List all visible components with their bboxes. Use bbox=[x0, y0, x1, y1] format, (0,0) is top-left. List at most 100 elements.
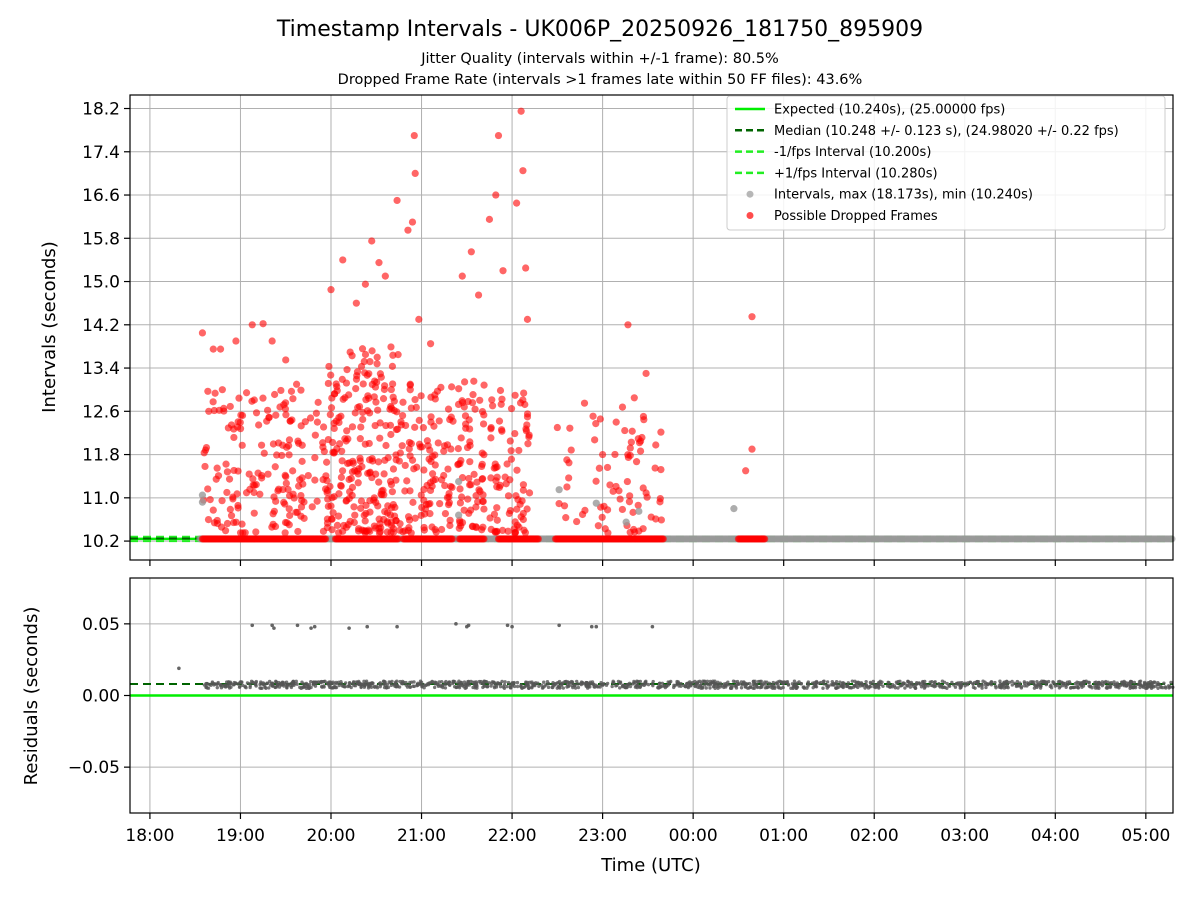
residual-point bbox=[275, 683, 279, 688]
dropped-frame-point bbox=[466, 458, 474, 466]
dropped-frame-point bbox=[493, 483, 501, 491]
dropped-frame-point bbox=[313, 418, 322, 426]
dropped-frame-point bbox=[363, 407, 372, 415]
dropped-frame-point bbox=[328, 494, 336, 502]
residual-point bbox=[954, 681, 959, 686]
dropped-frame-point bbox=[350, 503, 358, 511]
residual-point bbox=[559, 682, 564, 686]
residual-point bbox=[479, 679, 483, 684]
dropped-frame-point bbox=[447, 445, 455, 453]
intervals-y-axis-label: Intervals (seconds) bbox=[39, 241, 60, 413]
dropped-frame-point bbox=[335, 490, 343, 498]
residual-point bbox=[767, 681, 772, 686]
residual-point bbox=[689, 683, 693, 687]
dropped-frame-point bbox=[562, 514, 570, 522]
dropped-frame-point bbox=[346, 348, 354, 356]
dropped-frame-point bbox=[362, 501, 370, 509]
residual-point bbox=[576, 682, 580, 686]
residual-point bbox=[932, 684, 937, 689]
dropped-frame-point bbox=[258, 471, 266, 480]
dropped-frame-point bbox=[394, 351, 402, 359]
dropped-frame-point bbox=[293, 508, 301, 516]
dropped-frame-point bbox=[306, 414, 315, 422]
residual-point bbox=[302, 685, 307, 689]
dropped-frame-point bbox=[389, 380, 397, 388]
residual-point bbox=[704, 686, 708, 690]
residual-point bbox=[279, 682, 283, 686]
residual-point bbox=[263, 685, 267, 690]
residual-point bbox=[394, 684, 398, 689]
intervals-points bbox=[196, 107, 1176, 543]
dropped-frame-point bbox=[458, 272, 466, 280]
dropped-frame-point bbox=[239, 529, 247, 537]
intervals-y-tick-label: 11.0 bbox=[82, 489, 120, 509]
dropped-frame-point bbox=[606, 481, 614, 489]
residual-point bbox=[1041, 679, 1046, 684]
dropped-frame-point bbox=[360, 527, 368, 535]
dropped-frame-point bbox=[269, 520, 277, 528]
residual-point bbox=[841, 682, 846, 687]
dropped-frame-point bbox=[334, 512, 343, 520]
dropped-frame-point bbox=[498, 395, 506, 403]
dropped-frame-point bbox=[748, 445, 756, 453]
dropped-frame-point bbox=[250, 509, 258, 517]
dropped-frame-point bbox=[417, 392, 425, 400]
residual-point bbox=[1169, 680, 1173, 685]
dropped-frame-point bbox=[347, 474, 355, 483]
residual-outlier-point bbox=[365, 624, 370, 629]
legend-label: Possible Dropped Frames bbox=[774, 209, 938, 224]
dropped-frame-point bbox=[427, 418, 435, 426]
residual-point bbox=[742, 682, 746, 686]
dropped-frame-point bbox=[441, 481, 449, 490]
residual-point bbox=[747, 686, 751, 690]
residual-point bbox=[938, 685, 942, 689]
residual-point bbox=[834, 679, 839, 684]
residual-point bbox=[907, 682, 912, 686]
dropped-frame-point bbox=[519, 486, 527, 494]
dropped-frame-point bbox=[372, 498, 380, 507]
residual-point bbox=[408, 685, 412, 689]
residual-point bbox=[638, 684, 643, 689]
residual-point bbox=[505, 684, 509, 689]
dropped-frame-point bbox=[346, 517, 354, 525]
dropped-frame-point bbox=[365, 456, 374, 464]
dropped-frame-point bbox=[263, 417, 271, 425]
residual-point bbox=[694, 681, 698, 686]
dropped-frame-point bbox=[460, 403, 468, 411]
residual-point bbox=[329, 686, 333, 690]
residual-point bbox=[447, 680, 451, 684]
residual-point bbox=[864, 679, 868, 684]
dropped-frame-point bbox=[209, 398, 217, 406]
dropped-frame-point bbox=[344, 435, 352, 443]
residual-point bbox=[544, 683, 548, 687]
intervals-plot-frame bbox=[129, 94, 1174, 561]
residual-point bbox=[498, 684, 503, 689]
residual-point bbox=[542, 680, 546, 684]
x-tick-label: 04:00 bbox=[1031, 826, 1080, 846]
dropped-frame-point bbox=[657, 516, 665, 524]
residual-point bbox=[515, 680, 520, 685]
residuals-panel: −0.05 0.00 0.05 18:00 19:00 20:00 21:00 22:00 2… bbox=[21, 577, 1175, 876]
dropped-frame-point bbox=[438, 476, 446, 484]
residual-point bbox=[1150, 682, 1154, 687]
residual-point bbox=[676, 681, 681, 686]
residual-point bbox=[765, 685, 770, 689]
residual-point bbox=[355, 680, 360, 685]
dropped-frame-point bbox=[387, 518, 395, 526]
interval-point bbox=[622, 518, 630, 526]
x-tick-label: 18:00 bbox=[125, 826, 174, 846]
dropped-frame-point bbox=[476, 487, 484, 495]
dropped-frame-point bbox=[379, 395, 388, 403]
dropped-frame-point bbox=[444, 405, 453, 413]
residual-point bbox=[737, 682, 741, 686]
residual-point bbox=[244, 685, 248, 690]
residual-point bbox=[304, 681, 309, 686]
residual-point bbox=[838, 680, 842, 684]
dropped-frame-point bbox=[490, 510, 499, 518]
residual-point bbox=[388, 681, 393, 685]
residual-point bbox=[567, 680, 571, 685]
residual-point bbox=[635, 685, 639, 690]
dropped-frame-point bbox=[525, 489, 534, 497]
dropped-frame-point bbox=[345, 494, 353, 503]
residual-point bbox=[431, 680, 435, 684]
